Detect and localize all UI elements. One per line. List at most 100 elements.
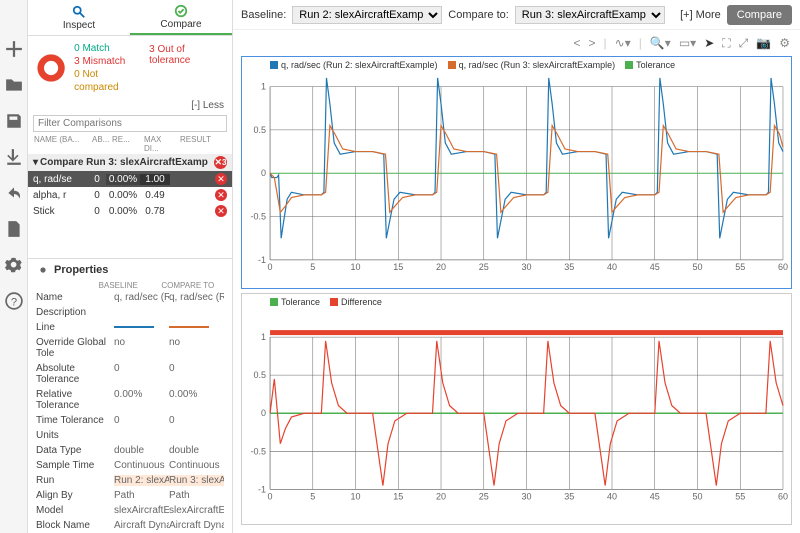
svg-text:60: 60 <box>778 491 788 501</box>
svg-text:30: 30 <box>522 262 532 272</box>
property-row: Absolute Tolerance00 <box>28 361 232 387</box>
nav-prev-icon[interactable]: < <box>574 36 581 50</box>
download-icon[interactable] <box>5 148 23 166</box>
fit-icon[interactable]: ⛶ <box>722 36 730 51</box>
signal-icon[interactable]: ∿▾ <box>615 36 631 50</box>
property-row: Description <box>28 305 232 320</box>
svg-text:55: 55 <box>735 491 745 501</box>
export-icon[interactable] <box>5 184 23 202</box>
svg-text:0: 0 <box>261 408 266 418</box>
settings-icon[interactable]: ⚙ <box>779 36 790 50</box>
help-icon[interactable]: ? <box>5 292 23 310</box>
fail-icon: ✕ <box>215 205 227 217</box>
zoom-icon[interactable]: 🔍▾ <box>650 36 671 50</box>
baseline-select[interactable]: Run 2: slexAircraftExample <box>292 6 442 24</box>
gear-icon[interactable] <box>5 256 23 274</box>
svg-text:10: 10 <box>351 491 361 501</box>
property-row: RunRun 2: slexAircRun 3: slexAirc <box>28 473 232 488</box>
summary-donut-icon <box>36 52 66 84</box>
save-icon[interactable] <box>5 112 23 130</box>
svg-text:0.5: 0.5 <box>254 125 267 135</box>
svg-text:25: 25 <box>479 262 489 272</box>
svg-text:10: 10 <box>351 262 361 272</box>
property-row: Block NameAircraft DynamAircraft Dynam <box>28 518 232 533</box>
svg-text:45: 45 <box>650 262 660 272</box>
svg-text:15: 15 <box>393 262 403 272</box>
compare-toolbar: Baseline: Run 2: slexAircraftExample Com… <box>233 0 800 30</box>
svg-text:5: 5 <box>310 491 315 501</box>
svg-text:0: 0 <box>268 262 273 272</box>
table-row[interactable]: Stick00.00%0.78✕ <box>28 203 232 219</box>
chart-difference[interactable]: ToleranceDifference -1-0.500.51051015202… <box>241 293 792 526</box>
cursor-icon[interactable]: ➤ <box>704 36 714 50</box>
fail-icon: ✕ <box>215 173 227 185</box>
property-row: Align ByPathPath <box>28 488 232 503</box>
left-panel: Inspect Compare 0 Match 3 Mismatch 0 Not… <box>28 0 233 533</box>
property-row: Line <box>28 320 232 335</box>
folder-icon[interactable] <box>5 76 23 94</box>
compare-button[interactable]: Compare <box>727 5 792 25</box>
svg-text:0: 0 <box>268 491 273 501</box>
svg-text:-1: -1 <box>258 255 266 265</box>
properties-header[interactable]: Properties <box>28 258 232 281</box>
property-row: Data Typedoubledouble <box>28 443 232 458</box>
svg-text:?: ? <box>10 297 16 309</box>
property-row: Sample TimeContinuousContinuous <box>28 458 232 473</box>
svg-text:50: 50 <box>692 262 702 272</box>
more-toggle[interactable]: [+] More <box>680 9 721 21</box>
property-row: Override Global Tolenono <box>28 335 232 361</box>
svg-text:15: 15 <box>393 491 403 501</box>
svg-text:0.5: 0.5 <box>254 370 267 380</box>
out-of-tolerance: 3 Out of tolerance <box>149 44 224 66</box>
notcompared-count: 0 Not compared <box>74 68 141 94</box>
svg-text:25: 25 <box>479 491 489 501</box>
property-row: Units <box>28 428 232 443</box>
add-icon[interactable] <box>5 40 23 58</box>
baseline-label: Baseline: <box>241 9 286 21</box>
svg-text:1: 1 <box>261 332 266 342</box>
svg-text:35: 35 <box>564 491 574 501</box>
collapse-toggle[interactable]: [-] Less <box>28 100 232 115</box>
table-header: NAME (BA...AB...RE...MAX DI...RESULT <box>28 134 232 154</box>
region-icon[interactable]: ▭▾ <box>679 36 696 50</box>
property-row: Nameq, rad/sec (Runq, rad/sec (Run <box>28 290 232 305</box>
svg-text:40: 40 <box>607 262 617 272</box>
svg-text:45: 45 <box>650 491 660 501</box>
property-row: ModelslexAircraftExaslexAircraftExa <box>28 503 232 518</box>
svg-text:20: 20 <box>436 491 446 501</box>
svg-text:55: 55 <box>735 262 745 272</box>
expand-icon[interactable]: ⤢ <box>739 36 749 51</box>
svg-text:40: 40 <box>607 491 617 501</box>
compare-summary: 0 Match 3 Mismatch 0 Not compared 3 Out … <box>28 36 232 100</box>
compareto-select[interactable]: Run 3: slexAircraftExample <box>515 6 665 24</box>
svg-text:20: 20 <box>436 262 446 272</box>
svg-text:-0.5: -0.5 <box>251 446 267 456</box>
chart-comparison[interactable]: q, rad/sec (Run 2: slexAircraftExample)q… <box>241 56 792 289</box>
table-row[interactable]: alpha, r00.00%0.49✕ <box>28 187 232 203</box>
svg-text:35: 35 <box>564 262 574 272</box>
tab-inspect[interactable]: Inspect <box>28 0 130 35</box>
svg-text:-0.5: -0.5 <box>251 212 267 222</box>
svg-text:60: 60 <box>778 262 788 272</box>
camera-icon[interactable]: 📷 <box>756 36 771 50</box>
tab-compare[interactable]: Compare <box>130 0 232 35</box>
svg-text:0: 0 <box>261 168 266 178</box>
chart-toolbar: < > | ∿▾ | 🔍▾ ▭▾ ➤ ⛶ ⤢ 📷 ⚙ <box>233 30 800 56</box>
nav-next-icon[interactable]: > <box>589 36 596 50</box>
match-count: 0 Match <box>74 42 141 55</box>
property-row: Relative Tolerance0.00%0.00% <box>28 387 232 413</box>
fail-icon: ✕ <box>215 189 227 201</box>
svg-text:1: 1 <box>261 82 266 92</box>
group-badge: ✕3 <box>214 156 227 169</box>
property-row: Time Tolerance00 <box>28 413 232 428</box>
svg-text:5: 5 <box>310 262 315 272</box>
main-area: Baseline: Run 2: slexAircraftExample Com… <box>233 0 800 533</box>
svg-text:30: 30 <box>522 491 532 501</box>
group-header[interactable]: ▾ Compare Run 3: slexAircraftExamp ✕3 <box>28 154 232 171</box>
document-icon[interactable] <box>5 220 23 238</box>
mismatch-count: 3 Mismatch <box>74 55 141 68</box>
left-rail: ? <box>0 0 28 533</box>
filter-input[interactable] <box>33 115 227 132</box>
table-row[interactable]: q, rad/se00.00%1.00✕ <box>28 171 232 187</box>
svg-text:50: 50 <box>692 491 702 501</box>
